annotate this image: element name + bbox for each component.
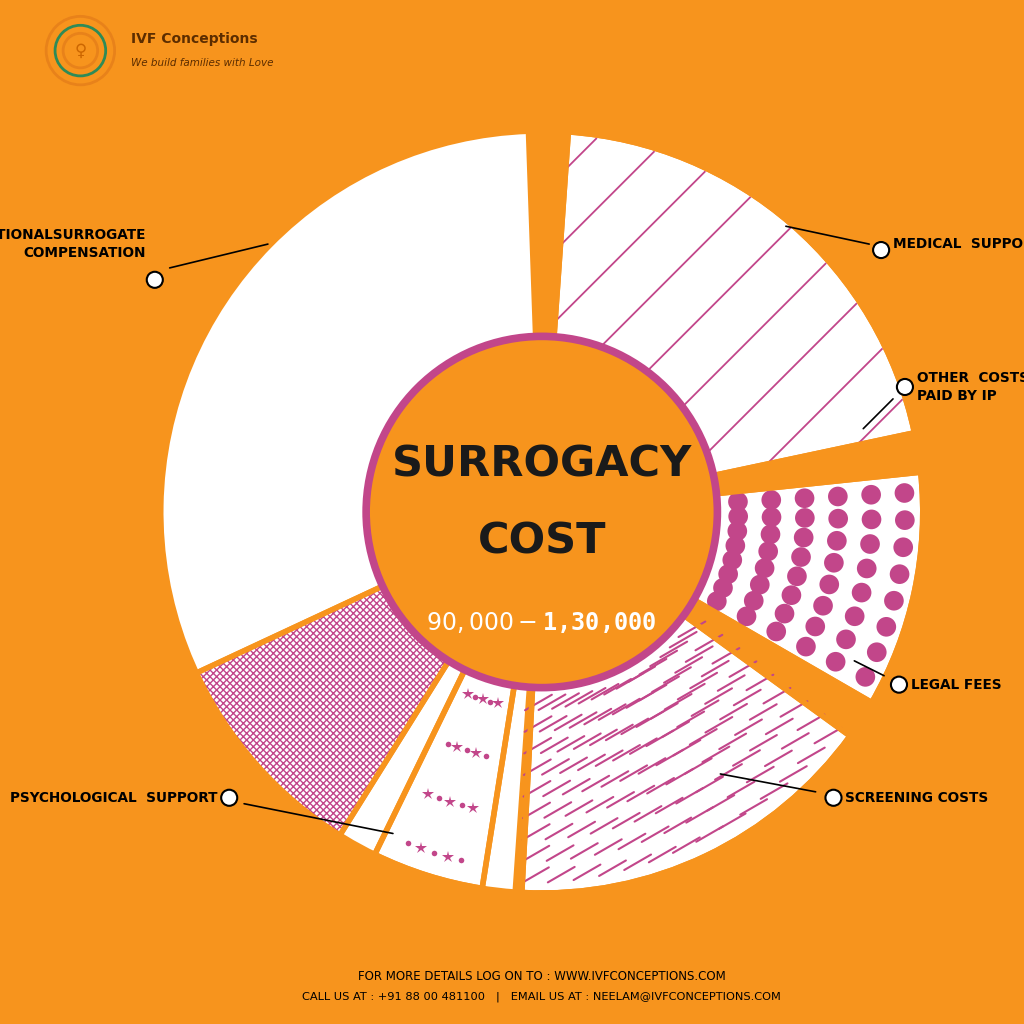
Wedge shape xyxy=(197,585,451,836)
Circle shape xyxy=(825,652,846,672)
Circle shape xyxy=(897,379,913,395)
Text: CALL US AT : +91 88 00 481100   |   EMAIL US AT : NEELAM@IVFCONCEPTIONS.COM: CALL US AT : +91 88 00 481100 | EMAIL US… xyxy=(302,992,781,1002)
Text: ♀: ♀ xyxy=(75,42,86,59)
Circle shape xyxy=(762,507,781,527)
Text: We build families with Love: We build families with Love xyxy=(131,57,273,68)
Text: PSYCHOLOGICAL  SUPPORT: PSYCHOLOGICAL SUPPORT xyxy=(10,791,217,805)
Circle shape xyxy=(221,790,238,806)
Circle shape xyxy=(884,591,904,610)
Circle shape xyxy=(736,606,757,626)
Circle shape xyxy=(755,558,774,578)
Circle shape xyxy=(761,524,780,544)
Circle shape xyxy=(367,336,718,688)
Circle shape xyxy=(827,531,847,551)
Circle shape xyxy=(813,596,833,615)
Circle shape xyxy=(707,592,727,611)
Circle shape xyxy=(781,586,801,605)
Text: COST: COST xyxy=(477,521,606,563)
Wedge shape xyxy=(197,585,451,836)
Circle shape xyxy=(824,553,844,572)
Circle shape xyxy=(787,566,807,586)
Circle shape xyxy=(861,510,882,529)
Circle shape xyxy=(775,604,795,624)
Circle shape xyxy=(855,667,876,687)
Text: MEDICAL  SUPPORT: MEDICAL SUPPORT xyxy=(893,238,1024,251)
Circle shape xyxy=(873,242,889,258)
Circle shape xyxy=(795,508,815,527)
Circle shape xyxy=(796,637,816,656)
Circle shape xyxy=(852,583,871,602)
Circle shape xyxy=(837,630,856,649)
Circle shape xyxy=(860,535,880,554)
Circle shape xyxy=(891,677,907,692)
Wedge shape xyxy=(554,132,914,476)
Text: LEGAL FEES: LEGAL FEES xyxy=(911,678,1001,691)
Circle shape xyxy=(713,578,733,598)
Circle shape xyxy=(867,642,887,663)
Text: GESTATIONALSURROGATE
COMPENSATION: GESTATIONALSURROGATE COMPENSATION xyxy=(0,228,145,260)
Circle shape xyxy=(766,622,786,641)
Wedge shape xyxy=(375,668,515,889)
Circle shape xyxy=(806,616,825,636)
Text: IVF Conceptions: IVF Conceptions xyxy=(131,32,258,46)
Circle shape xyxy=(762,490,781,510)
Circle shape xyxy=(825,790,842,806)
Circle shape xyxy=(723,550,742,569)
Circle shape xyxy=(819,574,839,594)
Circle shape xyxy=(895,510,914,530)
Wedge shape xyxy=(691,472,923,702)
Text: $90,000 - $1,30,000: $90,000 - $1,30,000 xyxy=(426,609,657,635)
Text: OTHER  COSTS
PAID BY IP: OTHER COSTS PAID BY IP xyxy=(916,371,1024,402)
Circle shape xyxy=(728,507,748,526)
Wedge shape xyxy=(522,613,850,893)
Circle shape xyxy=(759,542,778,561)
Circle shape xyxy=(861,485,881,505)
Circle shape xyxy=(794,527,813,548)
Circle shape xyxy=(895,483,914,503)
Circle shape xyxy=(845,606,864,626)
Circle shape xyxy=(828,509,848,528)
Circle shape xyxy=(727,521,748,541)
Circle shape xyxy=(890,564,909,584)
Text: SURROGACY: SURROGACY xyxy=(391,443,692,485)
Circle shape xyxy=(750,574,770,595)
Wedge shape xyxy=(161,131,536,892)
Circle shape xyxy=(893,538,913,557)
Circle shape xyxy=(728,492,748,512)
Circle shape xyxy=(726,536,745,555)
Text: SCREENING COSTS: SCREENING COSTS xyxy=(846,791,988,805)
Circle shape xyxy=(146,271,163,288)
Text: FOR MORE DETAILS LOG ON TO : WWW.IVFCONCEPTIONS.COM: FOR MORE DETAILS LOG ON TO : WWW.IVFCONC… xyxy=(358,970,726,983)
Circle shape xyxy=(743,591,764,610)
Circle shape xyxy=(828,486,848,506)
Circle shape xyxy=(877,617,896,637)
Circle shape xyxy=(857,559,877,579)
Circle shape xyxy=(792,547,811,567)
Circle shape xyxy=(718,564,738,584)
Circle shape xyxy=(795,488,814,508)
